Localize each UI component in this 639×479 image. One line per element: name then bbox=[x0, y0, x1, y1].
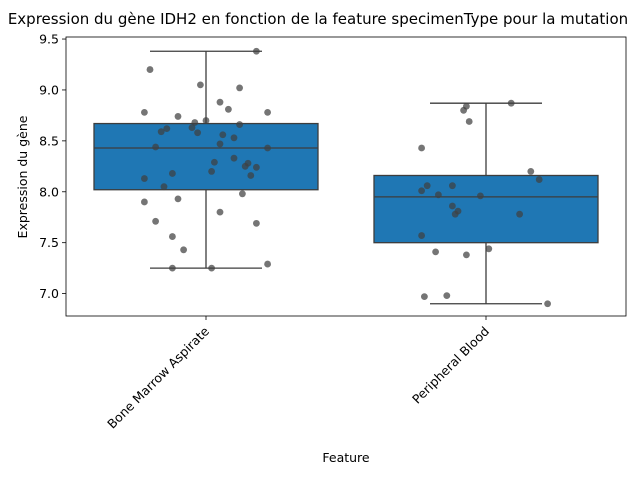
data-point bbox=[219, 131, 227, 139]
data-point bbox=[141, 175, 148, 182]
data-point bbox=[264, 108, 271, 116]
data-point bbox=[485, 245, 493, 253]
x-tick-label: Bone Marrow Aspirate bbox=[104, 323, 212, 431]
data-point bbox=[544, 300, 551, 308]
y-tick-label: 7.0 bbox=[39, 286, 59, 301]
data-point bbox=[216, 208, 224, 216]
data-point bbox=[180, 246, 188, 254]
data-point bbox=[216, 140, 224, 148]
data-point bbox=[160, 183, 168, 191]
data-point bbox=[236, 84, 244, 92]
data-point bbox=[418, 187, 425, 195]
data-point bbox=[507, 99, 515, 107]
data-point bbox=[174, 195, 182, 203]
box-group bbox=[93, 50, 319, 269]
data-point bbox=[169, 264, 176, 272]
box-group bbox=[373, 102, 599, 305]
data-point bbox=[225, 105, 232, 113]
data-point bbox=[516, 210, 523, 218]
axes-frame bbox=[65, 36, 627, 317]
data-point bbox=[236, 121, 244, 128]
data-point bbox=[191, 119, 199, 126]
data-point bbox=[194, 129, 202, 137]
y-axis-label: Expression du gène bbox=[15, 115, 30, 238]
data-point bbox=[152, 217, 160, 225]
data-point bbox=[477, 192, 484, 200]
data-point bbox=[253, 219, 260, 227]
y-tick-label: 7.5 bbox=[39, 235, 59, 250]
data-point bbox=[216, 98, 224, 106]
box bbox=[93, 122, 319, 191]
data-point bbox=[169, 233, 176, 240]
data-point bbox=[451, 210, 459, 218]
data-point bbox=[230, 154, 238, 162]
data-point bbox=[157, 128, 165, 136]
data-point bbox=[535, 176, 543, 183]
data-point bbox=[141, 108, 148, 116]
data-point bbox=[169, 170, 176, 177]
data-point bbox=[465, 118, 473, 125]
data-point bbox=[152, 143, 160, 151]
box bbox=[373, 174, 599, 244]
data-point bbox=[463, 251, 470, 259]
data-point bbox=[253, 163, 260, 171]
data-point bbox=[432, 248, 439, 256]
data-point bbox=[239, 190, 246, 198]
chart-title: Expression du gène IDH2 en fonction de l… bbox=[8, 10, 628, 28]
y-tick-label: 9.5 bbox=[39, 32, 59, 47]
y-tick-label: 9.0 bbox=[39, 82, 59, 97]
data-point bbox=[163, 125, 171, 133]
y-tick-label: 8.0 bbox=[39, 184, 59, 199]
data-point bbox=[443, 292, 451, 300]
data-point bbox=[421, 293, 428, 301]
data-point bbox=[253, 47, 260, 55]
data-point bbox=[423, 182, 431, 190]
data-point bbox=[460, 106, 467, 114]
data-point bbox=[418, 144, 425, 152]
data-point bbox=[435, 191, 442, 199]
data-point bbox=[230, 134, 238, 142]
data-point bbox=[211, 158, 218, 166]
x-axis-label: Feature bbox=[322, 450, 370, 465]
data-point bbox=[241, 162, 249, 170]
x-tick-label: Peripheral Blood bbox=[409, 324, 492, 407]
data-point bbox=[449, 182, 456, 190]
data-point bbox=[208, 264, 216, 272]
data-point bbox=[197, 81, 204, 89]
data-point bbox=[418, 232, 425, 239]
data-point bbox=[174, 113, 182, 120]
y-tick-label: 8.5 bbox=[39, 133, 59, 148]
data-point bbox=[449, 202, 456, 210]
plot-area: 7.0 7.5 8.0 8.5 9.0 9.5 Bone Marrow Aspirate Pe… bbox=[39, 32, 627, 432]
data-point bbox=[208, 168, 216, 175]
data-point bbox=[247, 172, 255, 179]
data-point bbox=[141, 198, 148, 206]
data-point bbox=[146, 66, 154, 73]
data-point bbox=[527, 168, 535, 175]
data-point bbox=[264, 144, 271, 152]
data-point bbox=[202, 117, 210, 124]
data-point bbox=[188, 124, 196, 132]
data-point bbox=[264, 260, 271, 268]
